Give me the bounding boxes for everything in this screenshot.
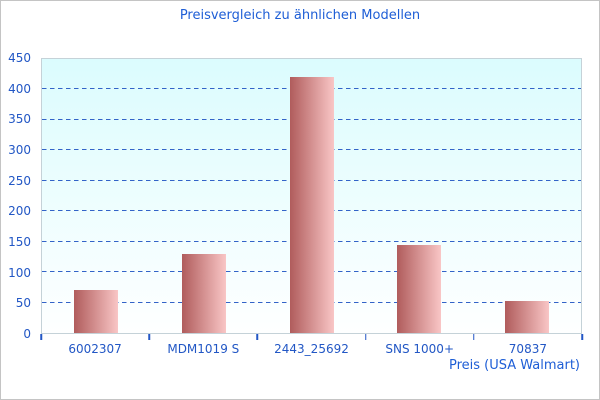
x-tick-label-MDM1019 S: MDM1019 S: [167, 342, 240, 356]
y-axis-labels: 0 50 100 150 200 250 300 350 400 450: [1, 51, 31, 341]
bar-70837: [505, 300, 550, 333]
y-tick-label-350: 350: [8, 112, 31, 127]
x-tick-label-SNS 1000+: SNS 1000+: [385, 342, 454, 356]
y-tick-label-400: 400: [8, 81, 31, 96]
y-tick-label-0: 0: [23, 327, 31, 341]
bar-SNS 1000+: [397, 245, 442, 333]
bar-MDM1019 S: [181, 253, 226, 333]
bar-6002307: [73, 289, 118, 333]
bar-2443_25692: [289, 77, 334, 333]
y-tick-label-200: 200: [8, 204, 31, 219]
x-tick-5: [581, 334, 583, 340]
y-tick-label-100: 100: [8, 265, 31, 280]
x-tick-0: [40, 334, 42, 340]
x-tick-3: [364, 334, 367, 340]
bars: [42, 59, 581, 333]
chart-title: Preisvergleich zu ähnlichen Modellen: [179, 8, 421, 23]
x-tick-label-6002307: 6002307: [68, 342, 122, 356]
y-tick-label-50: 50: [15, 296, 31, 311]
x-tick-4: [473, 334, 475, 340]
x-tick-1: [148, 334, 150, 340]
y-tick-label-250: 250: [8, 173, 31, 188]
x-tick-2: [256, 334, 259, 340]
x-tick-label-2443_25692: 2443_25692: [274, 342, 349, 356]
x-tick-label-70837: 70837: [508, 342, 547, 356]
y-tick-label-300: 300: [8, 143, 31, 157]
y-tick-label-450: 450: [8, 51, 31, 65]
plot-area: [41, 58, 582, 334]
x-axis: 6002307 MDM1019 S 2443_25692 SNS 1000+ 70837: [40, 334, 583, 360]
y-tick-label-150: 150: [8, 235, 31, 249]
x-axis-title: Preis (USA Walmart): [448, 358, 580, 373]
